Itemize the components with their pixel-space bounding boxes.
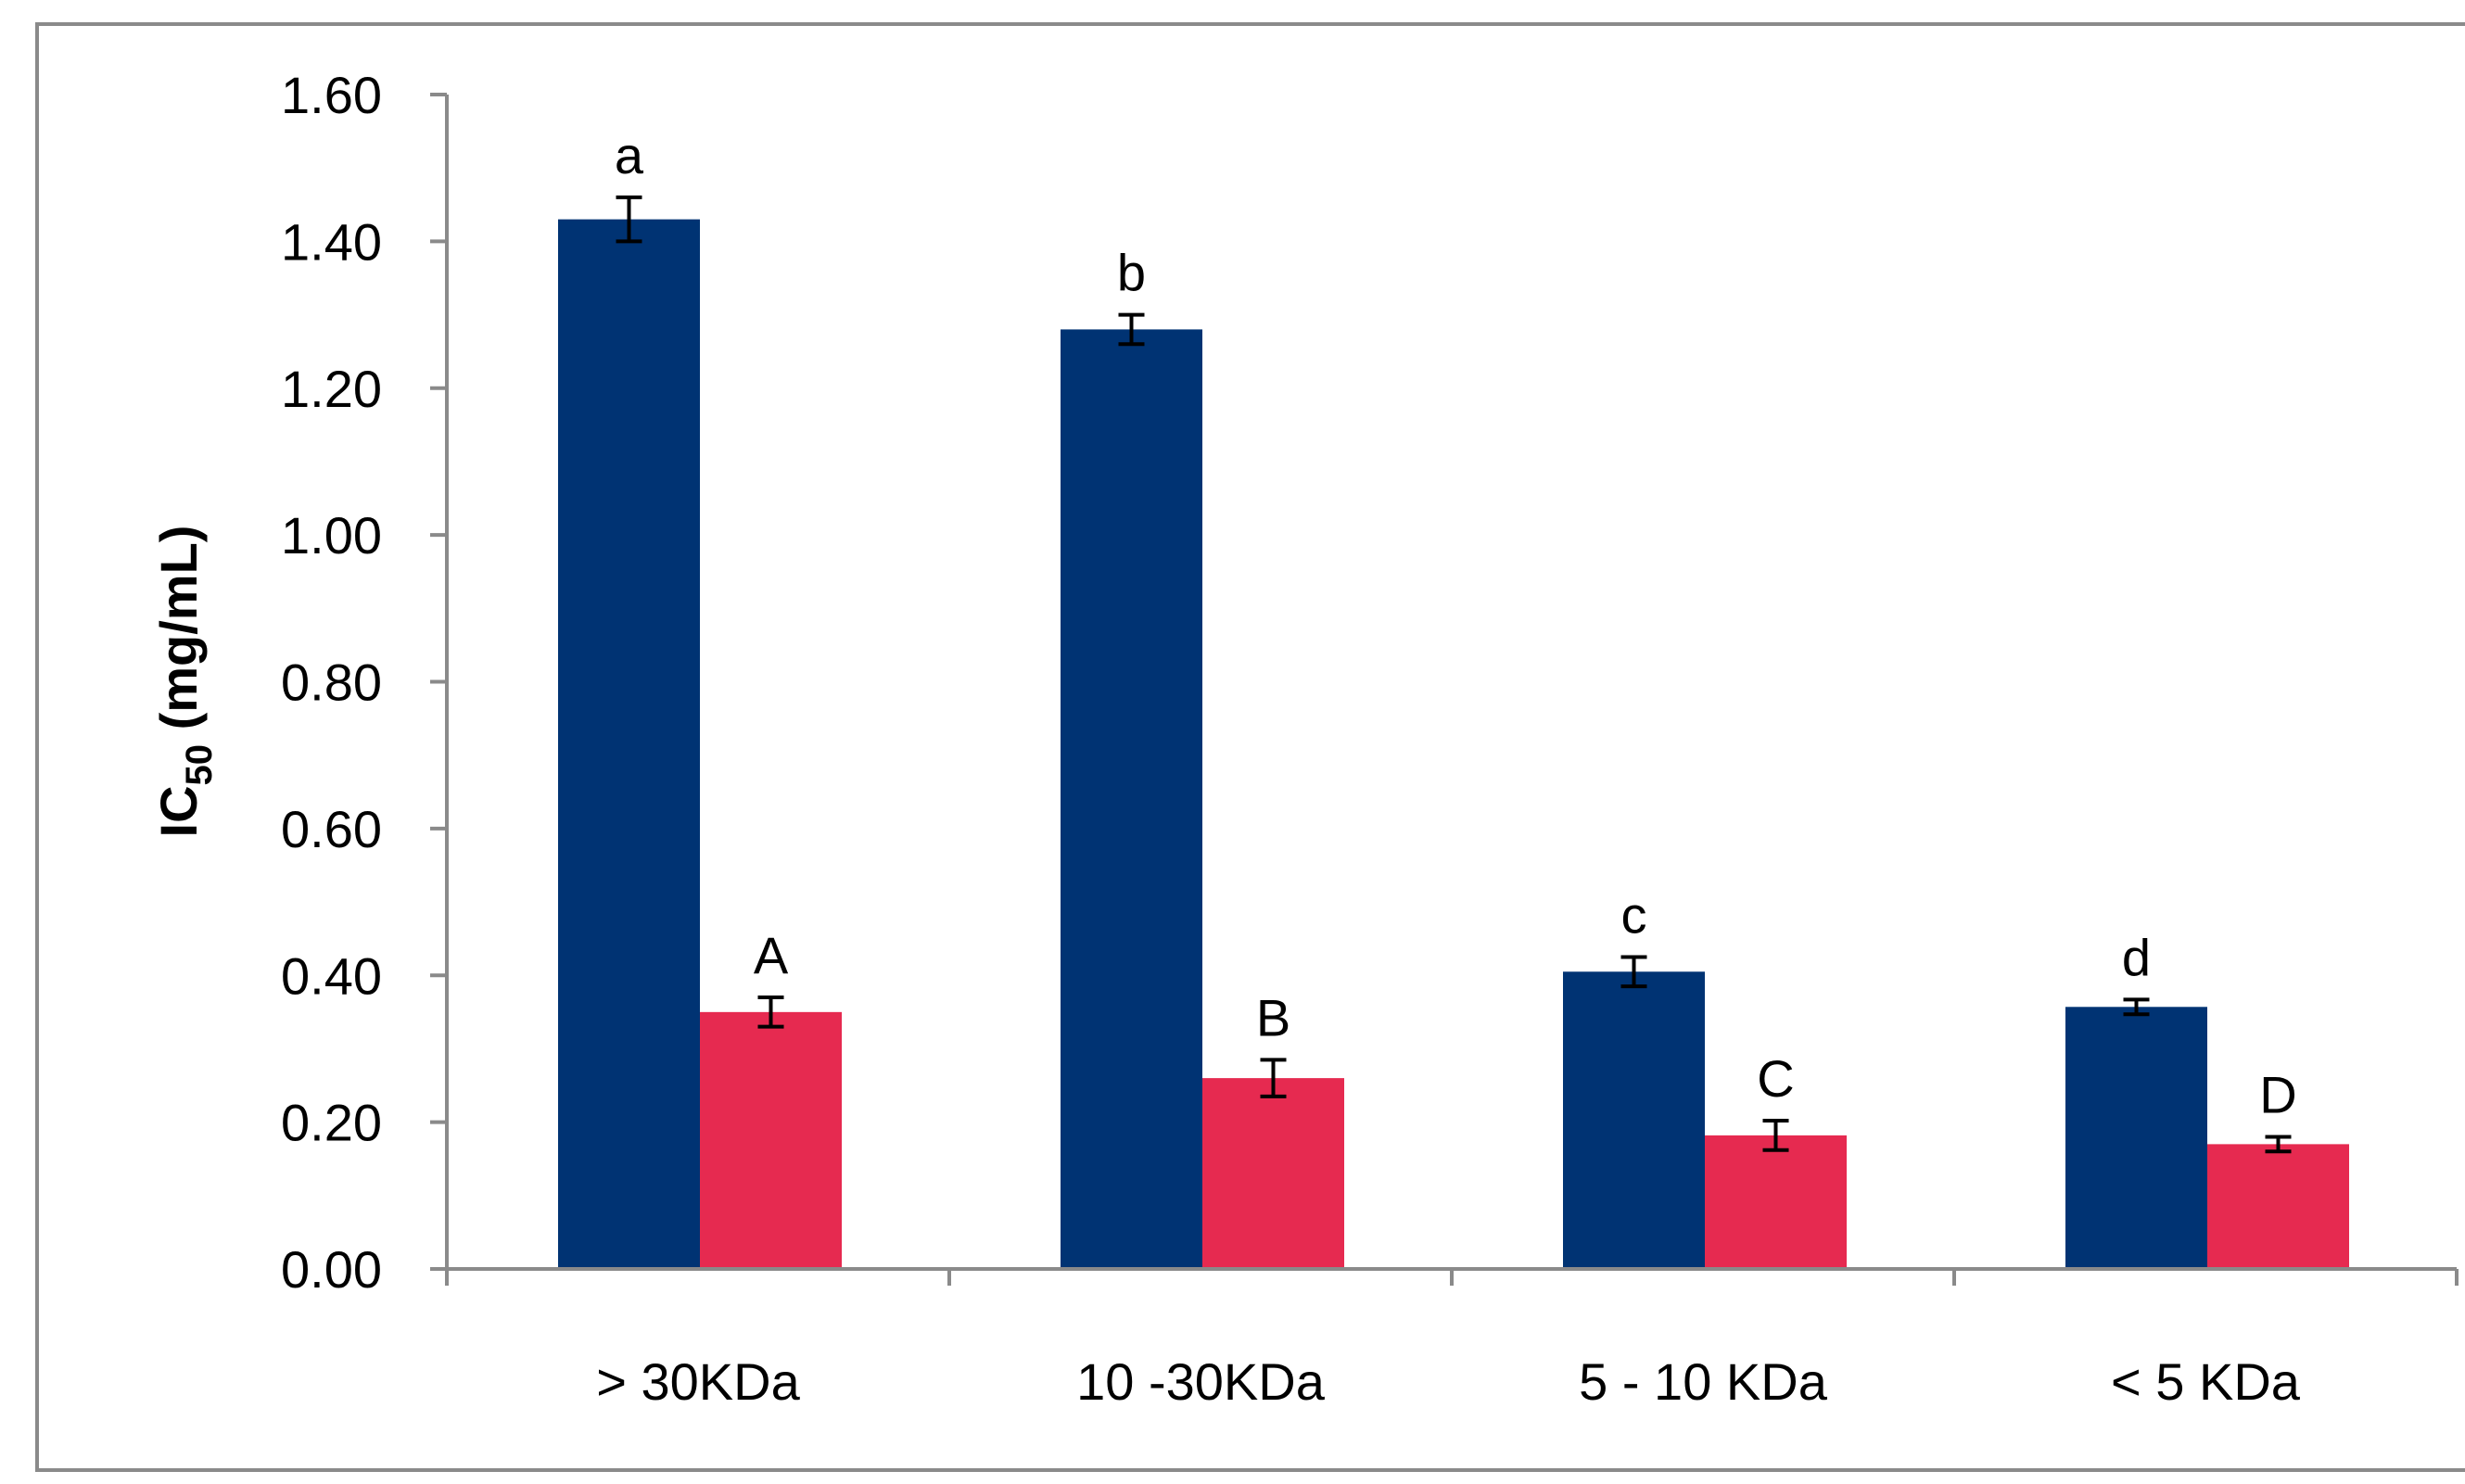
x-category-label: 5 - 10 KDa (1579, 1352, 1828, 1411)
x-axis-ticks: > 30KDa 10 -30KDa 5 - 10 KDa < 5 KDa (445, 1269, 2459, 1411)
y-tick-label: 1.40 (281, 212, 382, 271)
x-category-label: < 5 KDa (2111, 1352, 2301, 1411)
x-category-label: 10 -30KDa (1076, 1352, 1326, 1411)
y-axis-title-units: (mg/mL) (149, 526, 208, 744)
significance-labels: a b c d A B C D (615, 126, 2297, 1124)
bar (2065, 1007, 2207, 1269)
y-axis-ticks: 0.00 0.20 0.40 0.60 0.80 1.00 1.20 1.40 1.60 (281, 66, 447, 1299)
y-tick-label: 1.20 (281, 360, 382, 418)
bar (558, 219, 700, 1269)
y-tick-label: 1.60 (281, 66, 382, 124)
y-tick-label: 1.00 (281, 506, 382, 564)
y-axis-title: IC50 (mg/mL) (149, 526, 220, 838)
bar (1061, 329, 1202, 1269)
y-tick-label: 0.40 (281, 946, 382, 1005)
error-bars-group (616, 195, 2292, 1154)
significance-letter: b (1117, 244, 1146, 302)
bars-group (558, 219, 2349, 1269)
significance-letter: a (615, 126, 644, 184)
y-axis-title-subscript: 50 (179, 744, 220, 786)
y-axis-title-main: IC (149, 785, 208, 837)
significance-letter: B (1256, 988, 1290, 1046)
bar (700, 1011, 842, 1269)
bar (1563, 971, 1705, 1269)
significance-letter: d (2122, 928, 2151, 986)
y-tick-label: 0.00 (281, 1240, 382, 1299)
bar (1705, 1135, 1847, 1269)
y-tick-label: 0.20 (281, 1094, 382, 1152)
y-tick-label: 0.60 (281, 800, 382, 858)
x-category-label: > 30KDa (596, 1352, 800, 1411)
significance-letter: A (754, 926, 789, 984)
bar (1202, 1078, 1344, 1269)
significance-letter: c (1621, 885, 1647, 944)
y-tick-label: 0.80 (281, 653, 382, 712)
significance-letter: D (2259, 1065, 2296, 1123)
bar (2207, 1144, 2349, 1269)
significance-letter: C (1757, 1049, 1794, 1108)
